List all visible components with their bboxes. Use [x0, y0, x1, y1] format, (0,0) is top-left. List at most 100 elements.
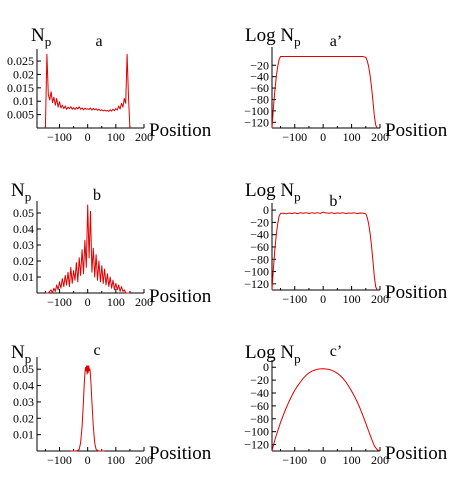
y-tick-label: −120 [244, 277, 269, 291]
x-tick-label: 100 [107, 295, 125, 309]
y-tick-label: 0.02 [13, 67, 34, 81]
y-tick-label: −80 [250, 92, 269, 106]
y-tick-label: −40 [250, 228, 269, 242]
y-tick-label: −60 [250, 81, 269, 95]
y-tick-label: 0.03 [13, 238, 34, 252]
y-tick-label: −20 [250, 373, 269, 387]
y-axis-label: Np [11, 342, 31, 366]
x-tick-label: 200 [371, 453, 389, 467]
y-tick-label: −80 [250, 412, 269, 426]
y-tick-label: 0.03 [13, 395, 34, 409]
y-tick-label: 0.04 [13, 379, 34, 393]
y-tick-label: 0.01 [13, 270, 34, 284]
x-tick-label: 0 [320, 453, 326, 467]
log-prefix: Log [245, 25, 280, 46]
y-tick-label: 0.005 [7, 108, 34, 122]
y-tick-label: 0.01 [13, 428, 34, 442]
x-tick-label: 100 [343, 292, 361, 306]
x-tick-label: 0 [85, 130, 91, 144]
x-axis-label: Position [149, 443, 212, 464]
y-tick-label: −20 [250, 58, 269, 72]
np-subscript: p [294, 34, 301, 49]
panel-label: c [93, 342, 100, 359]
x-tick-label: −100 [282, 292, 307, 306]
x-tick-label: −100 [47, 130, 72, 144]
panel-label: b’ [329, 193, 342, 210]
x-tick-label: 0 [85, 295, 91, 309]
np-subscript: p [294, 189, 301, 204]
log-prefix: Log [245, 342, 280, 363]
x-axis-label: Position [385, 443, 448, 464]
series-line [70, 365, 105, 452]
y-tick-label: 0.02 [13, 254, 34, 268]
y-tick-label: −120 [244, 438, 269, 452]
y-tick-label: 0.04 [13, 222, 34, 236]
x-tick-label: 200 [135, 130, 153, 144]
x-axis-label: Position [149, 120, 212, 141]
y-tick-label: 0.025 [7, 54, 34, 68]
np-subscript: p [25, 189, 32, 204]
y-tick-label: −60 [250, 399, 269, 413]
panel-label: c’ [330, 343, 342, 360]
np-base: N [280, 25, 294, 46]
x-tick-label: 100 [343, 453, 361, 467]
y-tick-label: −40 [250, 70, 269, 84]
np-base: N [11, 180, 25, 201]
np-subscript: p [294, 351, 301, 366]
x-tick-label: 0 [85, 453, 91, 467]
panel-3: −100 0 100 200 0.01 0.02 0.03 0.04 0.05 b Np Positi… [11, 180, 212, 309]
x-axis-label: Position [385, 282, 448, 303]
x-tick-label: 200 [371, 130, 389, 144]
y-tick-label: −20 [250, 215, 269, 229]
np-base: N [11, 342, 25, 363]
y-tick-label: −80 [250, 252, 269, 266]
y-tick-label: 0.05 [13, 362, 34, 376]
y-tick-label: −100 [244, 104, 269, 118]
series-line [44, 53, 131, 129]
series-line [45, 204, 130, 294]
x-tick-label: 200 [135, 295, 153, 309]
np-base: N [280, 180, 294, 201]
x-tick-label: −100 [282, 453, 307, 467]
y-axis-label: Np [11, 180, 31, 204]
series-line [271, 211, 378, 291]
y-tick-label: 0 [263, 360, 269, 374]
log-prefix: Log [245, 180, 280, 201]
x-tick-label: −100 [47, 453, 72, 467]
x-tick-label: −100 [47, 295, 72, 309]
x-tick-label: 100 [107, 453, 125, 467]
x-tick-label: 200 [371, 292, 389, 306]
series-line [271, 368, 381, 452]
y-tick-label: 0.02 [13, 411, 34, 425]
panel-label: b [93, 187, 101, 204]
y-axis-label: Np [31, 25, 51, 49]
y-tick-label: −60 [250, 240, 269, 254]
y-tick-label: 0.015 [7, 81, 34, 95]
np-subscript: p [45, 34, 52, 49]
panel-5: −100 0 100 200 0.01 0.02 0.03 0.04 0.05 c Np Positi… [11, 342, 212, 467]
x-tick-label: 0 [320, 130, 326, 144]
x-tick-label: −100 [282, 130, 307, 144]
y-tick-label: 0.05 [13, 206, 34, 220]
y-tick-label: −100 [244, 425, 269, 439]
y-tick-label: −100 [244, 265, 269, 279]
y-tick-label: −120 [244, 115, 269, 129]
y-tick-label: 0.01 [13, 94, 34, 108]
np-base: N [280, 342, 294, 363]
y-tick-label: 0 [263, 203, 269, 217]
series-line [271, 56, 378, 129]
np-subscript: p [25, 351, 32, 366]
x-tick-label: 100 [107, 130, 125, 144]
np-base: N [31, 25, 45, 46]
x-tick-label: 200 [135, 453, 153, 467]
x-axis-label: Position [385, 120, 448, 141]
x-tick-label: 100 [343, 130, 361, 144]
y-axis-label: Log Np [245, 180, 301, 204]
x-axis-label: Position [149, 286, 212, 307]
y-axis-label: Log Np [245, 342, 301, 366]
